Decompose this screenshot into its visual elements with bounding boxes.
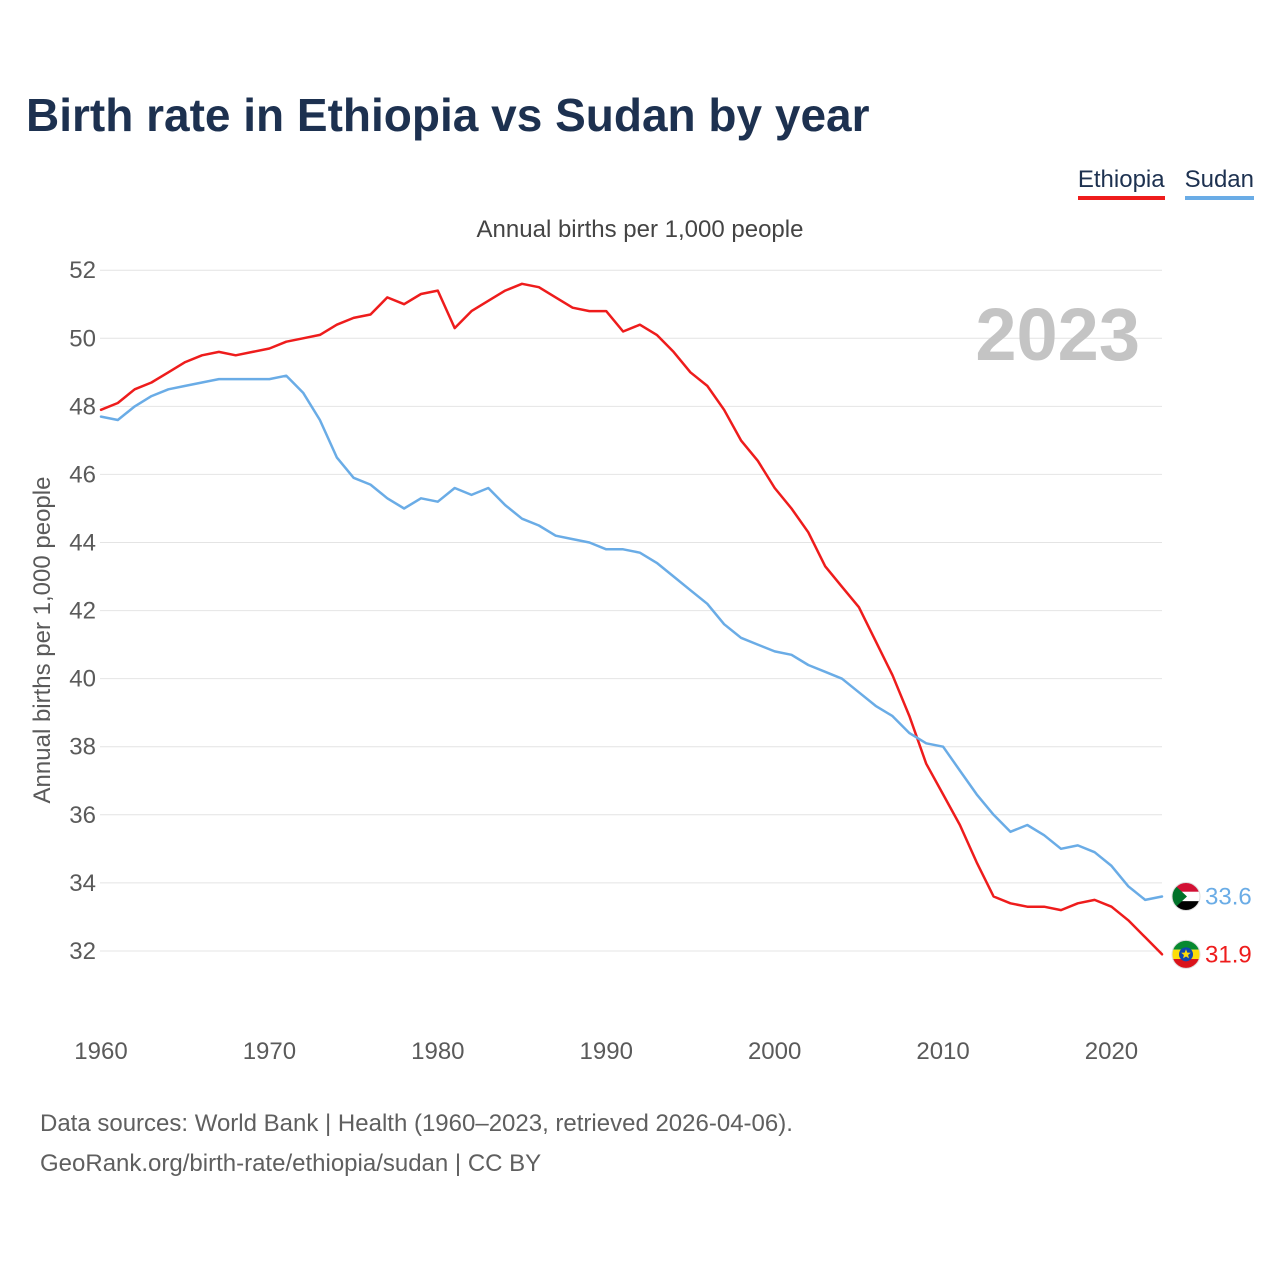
ethiopia-flag-icon <box>1171 939 1201 969</box>
y-tick-label: 42 <box>69 598 96 625</box>
legend-item-sudan[interactable]: Sudan <box>1184 166 1254 200</box>
y-tick-label: 34 <box>69 870 96 897</box>
y-tick-label: 32 <box>69 938 96 965</box>
x-axis-ticks: 1960 1970 1980 1990 2000 2010 2020 <box>74 1038 1138 1065</box>
y-tick-label: 40 <box>69 666 96 693</box>
y-tick-label: 36 <box>69 802 96 829</box>
end-markers: 31.9 33.6 <box>1171 881 1252 969</box>
sudan-flag-icon <box>1171 881 1201 911</box>
y-axis-ticks: 32 34 36 38 40 42 44 46 48 50 52 <box>69 257 96 965</box>
y-tick-label: 52 <box>69 257 96 284</box>
chart-subtitle: Annual births per 1,000 people <box>476 216 804 243</box>
x-tick-label: 1990 <box>580 1038 633 1065</box>
year-watermark: 2023 <box>975 293 1140 376</box>
end-value-label-ethiopia: 31.9 <box>1205 941 1252 968</box>
legend-item-ethiopia[interactable]: Ethiopia <box>1077 166 1165 200</box>
series-line-sudan[interactable] <box>99 374 1164 902</box>
x-tick-label: 1970 <box>243 1038 296 1065</box>
y-tick-label: 44 <box>69 530 96 557</box>
chart-title: Birth rate in Ethiopia vs Sudan by year <box>26 89 870 141</box>
source-note: Data sources: World Bank | Health (1960–… <box>40 1110 793 1137</box>
line-chart: 2023 32 34 36 38 40 42 44 46 48 50 52 1960 1970 1980… <box>29 257 1252 1065</box>
series-line-ethiopia[interactable] <box>99 282 1164 956</box>
x-tick-label: 1960 <box>74 1038 127 1065</box>
end-value-label-sudan: 33.6 <box>1205 883 1252 910</box>
gridlines <box>100 269 1162 952</box>
series-lines <box>99 282 1164 956</box>
y-axis-label: Annual births per 1,000 people <box>29 477 56 804</box>
x-tick-label: 2000 <box>748 1038 801 1065</box>
y-tick-label: 50 <box>69 325 96 352</box>
y-tick-label: 38 <box>69 734 96 761</box>
footer: Data sources: World Bank | Health (1960–… <box>40 1104 793 1184</box>
x-tick-label: 2020 <box>1085 1038 1138 1065</box>
x-tick-label: 1980 <box>411 1038 464 1065</box>
y-tick-label: 48 <box>69 393 96 420</box>
source-url[interactable]: GeoRank.org/birth-rate/ethiopia/sudan | … <box>40 1150 542 1177</box>
legend: Ethiopia Sudan <box>1077 166 1254 200</box>
x-tick-label: 2010 <box>916 1038 969 1065</box>
y-tick-label: 46 <box>69 461 96 488</box>
